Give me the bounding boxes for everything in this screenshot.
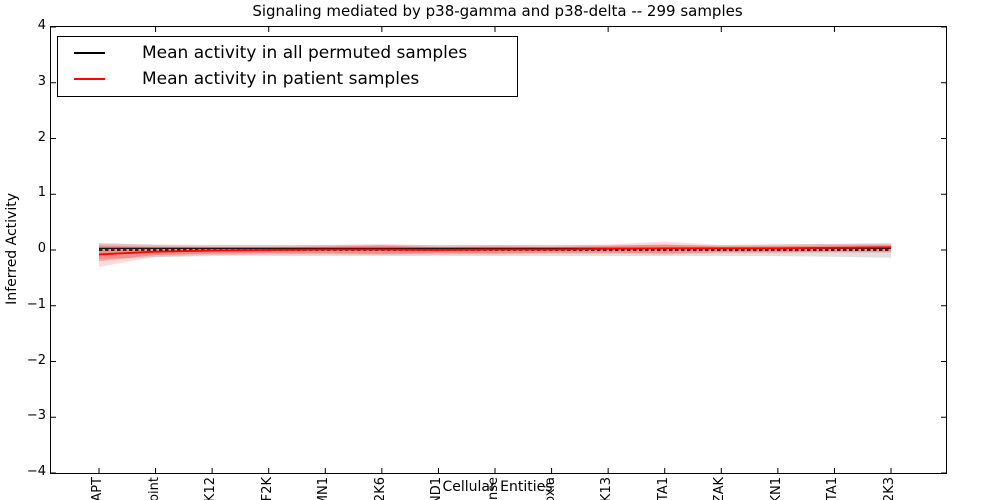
y-tick-label: −3 xyxy=(26,408,46,424)
y-axis-label: Inferred Activity xyxy=(4,193,20,305)
y-tick-label: 1 xyxy=(37,185,46,201)
x-axis-label: Cellular Entities xyxy=(442,479,553,495)
legend-label: Mean activity in all permuted samples xyxy=(142,43,468,63)
y-tick-label: 4 xyxy=(37,18,46,33)
legend-label: Mean activity in patient samples xyxy=(142,69,420,89)
patient-mean-line-sample xyxy=(74,78,105,80)
y-tick-label: −4 xyxy=(26,464,46,479)
permuted-mean-line-sample xyxy=(74,52,105,54)
y-tick-label: −2 xyxy=(26,352,46,368)
y-tick-label: 0 xyxy=(37,241,46,256)
y-tick-label: −1 xyxy=(26,296,46,312)
legend: Mean activity in all permuted samples Me… xyxy=(57,36,518,97)
plot-area xyxy=(50,26,947,474)
legend-entry-patient: Mean activity in patient samples xyxy=(58,66,517,92)
legend-entry-permuted: Mean activity in all permuted samples xyxy=(58,40,517,66)
plot-svg xyxy=(51,27,946,473)
y-tick-label: 3 xyxy=(37,73,46,89)
line-mean-activity-in-patient-samples xyxy=(98,246,892,256)
band-permuted-samples-activity-range xyxy=(99,243,891,259)
y-tick-label: 2 xyxy=(37,129,46,145)
chart-title: Signaling mediated by p38-gamma and p38-… xyxy=(252,2,743,20)
